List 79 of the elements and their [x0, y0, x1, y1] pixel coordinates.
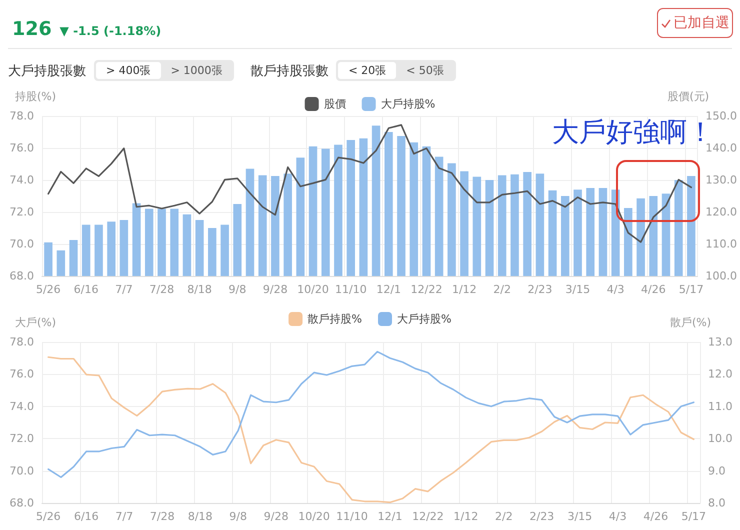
y2-tick-label: 110.0: [706, 238, 738, 250]
x-tick-label: 11/10: [334, 283, 367, 296]
x-tick-label: 3/15: [565, 283, 590, 296]
legend-label: 大戶持股%: [397, 312, 452, 326]
y2-tick-label: 150.0: [706, 110, 738, 122]
y-tick-label: 68.0: [10, 270, 34, 282]
x-tick-label: 10/20: [297, 283, 329, 296]
x-tick-label: 9/28: [262, 283, 288, 296]
text: 126: [12, 18, 52, 40]
y-tick-label: 72.0: [10, 432, 34, 446]
x-tick-label: 6/16: [74, 283, 98, 296]
x-tick-label: 1/12: [452, 283, 477, 296]
text: ▼ -1.5 (-1.18%): [60, 24, 162, 38]
legend-label: 股價: [324, 98, 346, 110]
text: < 20張: [338, 62, 396, 79]
x-tick-label: 9/8: [229, 510, 247, 523]
x-tick-label: 4/3: [606, 283, 624, 296]
x-tick-label: 5/26: [36, 283, 61, 296]
x-tick-label: 10/20: [298, 510, 330, 523]
y-tick-label: 74.0: [10, 400, 34, 413]
y-tick-label: 68.0: [10, 496, 34, 510]
y2-tick-label: 12.0: [708, 368, 732, 381]
text: 散戶持股張數: [250, 62, 328, 80]
text: < 50張: [405, 63, 445, 79]
text: 大戶持股張數: [8, 62, 86, 80]
x-tick-label: 12/22: [410, 283, 442, 296]
text: > 1000張: [170, 63, 224, 79]
x-tick-label: 9/8: [228, 283, 246, 296]
x-tick-label: 7/28: [150, 510, 175, 523]
x-tick-label: 6/16: [74, 510, 99, 523]
y2-tick-label: 140.0: [706, 142, 738, 154]
x-tick-label: 11/10: [336, 510, 368, 523]
y2-tick-label: 130.0: [706, 174, 738, 186]
y2-tick-label: 8.0: [708, 496, 726, 510]
x-tick-label: 5/17: [678, 283, 704, 296]
x-tick-label: 2/2: [495, 510, 513, 523]
x-tick-label: 5/17: [681, 510, 706, 523]
x-tick-label: 8/18: [187, 283, 212, 296]
y2-tick-label: 11.0: [708, 400, 732, 413]
y-tick-label: 78.0: [10, 110, 34, 122]
x-tick-label: 12/22: [412, 510, 444, 523]
text: > 400張: [96, 62, 161, 79]
y-tick-label: 74.0: [10, 174, 34, 186]
x-tick-label: 8/18: [188, 510, 213, 523]
x-tick-label: 4/3: [608, 510, 627, 523]
y-axis-title: 大戶(%): [14, 316, 56, 329]
x-tick-label: 12/1: [378, 510, 402, 523]
x-tick-label: 2/23: [528, 283, 552, 296]
y2-tick-label: 13.0: [708, 336, 732, 348]
y-tick-label: 76.0: [10, 368, 34, 381]
legend-label: 大戶持股%: [380, 98, 436, 110]
y2-tick-label: 10.0: [708, 432, 732, 446]
y-tick-label: 72.0: [10, 206, 34, 218]
y-tick-label: 70.0: [10, 464, 34, 478]
y2-tick-label: 120.0: [706, 206, 738, 218]
x-tick-label: 9/28: [264, 510, 288, 523]
y-tick-label: 78.0: [10, 336, 34, 348]
y2-tick-label: 100.0: [706, 270, 738, 282]
text: 已加自選: [674, 14, 730, 32]
x-tick-label: 7/7: [115, 283, 133, 296]
legend-label: 散戶持股%: [308, 312, 362, 326]
y-tick-label: 70.0: [10, 238, 34, 250]
y-tick-label: 76.0: [10, 142, 34, 154]
line-series: [48, 356, 694, 504]
x-tick-label: 2/23: [529, 510, 554, 523]
x-tick-label: 2/2: [493, 283, 511, 296]
line-series: [48, 350, 694, 478]
x-tick-label: 5/26: [36, 510, 61, 523]
x-tick-label: 7/7: [115, 510, 134, 523]
x-tick-label: 3/15: [567, 510, 592, 523]
y2-axis-title: 散戶(%): [670, 316, 712, 329]
x-tick-label: 12/1: [376, 283, 402, 296]
x-tick-label: 1/12: [454, 510, 478, 523]
y2-axis-title: 股價(元): [668, 90, 710, 103]
y2-tick-label: 9.0: [708, 464, 726, 478]
x-tick-label: 4/26: [643, 510, 668, 523]
y-axis-title: 持股(%): [14, 90, 56, 103]
x-tick-label: 7/28: [149, 283, 174, 296]
x-tick-label: 4/26: [641, 283, 666, 296]
